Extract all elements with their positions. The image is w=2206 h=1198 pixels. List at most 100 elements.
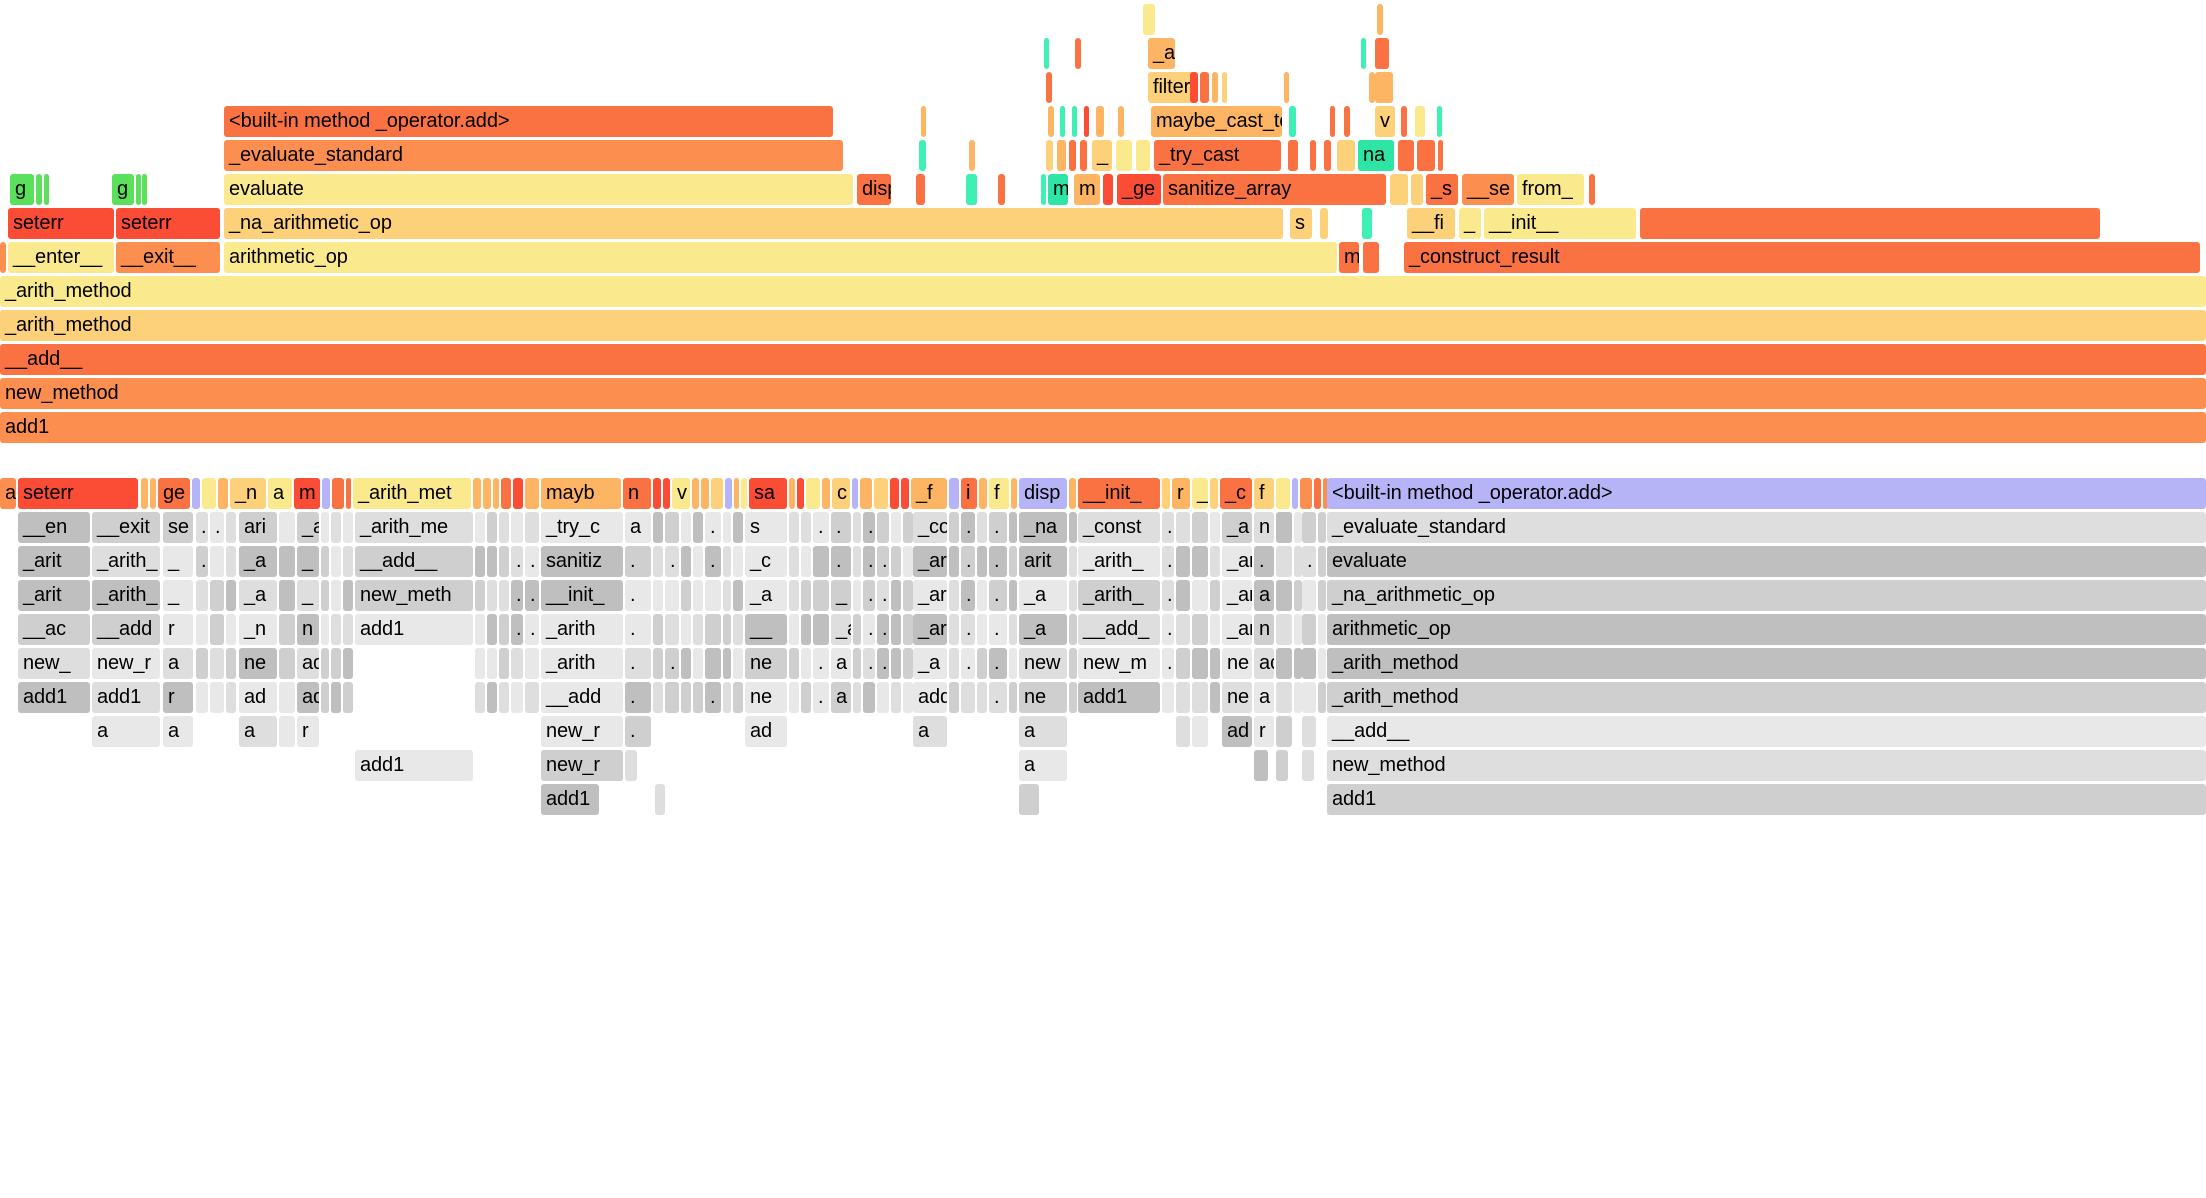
- inverted-frame[interactable]: a: [913, 716, 947, 747]
- flame-frame[interactable]: [1320, 208, 1328, 239]
- inverted-frame-[interactable]: _: [1192, 478, 1208, 509]
- flame-frame-init[interactable]: __init__: [1484, 208, 1636, 239]
- inverted-frame[interactable]: .: [863, 648, 875, 679]
- flame-frame[interactable]: [916, 174, 925, 205]
- inverted-frame[interactable]: [653, 682, 663, 713]
- inverted-frame[interactable]: [1294, 648, 1302, 679]
- inverted-frame[interactable]: [693, 614, 703, 645]
- inverted-frame[interactable]: [475, 682, 485, 713]
- inverted-frame[interactable]: new_m: [1078, 648, 1160, 679]
- inverted-frame[interactable]: [1009, 682, 1017, 713]
- flame-frame-m[interactable]: m: [1074, 174, 1100, 205]
- inverted-frame[interactable]: [692, 478, 699, 509]
- inverted-frame[interactable]: .: [1162, 512, 1174, 543]
- inverted-frame[interactable]: _arith_: [92, 580, 160, 611]
- inverted-frame[interactable]: a: [163, 716, 193, 747]
- inverted-frame[interactable]: .: [1162, 546, 1174, 577]
- inverted-frame[interactable]: [625, 750, 637, 781]
- inverted-frame-[interactable]: [1300, 478, 1312, 509]
- flame-frame[interactable]: [1361, 38, 1366, 69]
- flame-frame-seterr[interactable]: seterr: [116, 208, 220, 239]
- inverted-frame-i[interactable]: i: [961, 478, 977, 509]
- flame-frame-[interactable]: _: [1092, 140, 1112, 171]
- inverted-frame[interactable]: .: [1162, 648, 1174, 679]
- inverted-frame[interactable]: [901, 478, 909, 509]
- inverted-frame-c[interactable]: c: [832, 478, 850, 509]
- inverted-frame[interactable]: [813, 614, 829, 645]
- inverted-frame-add1[interactable]: add1: [1327, 784, 2206, 815]
- inverted-frame[interactable]: [741, 478, 747, 509]
- inverted-frame[interactable]: .: [961, 648, 975, 679]
- inverted-frame[interactable]: [279, 648, 295, 679]
- inverted-frame[interactable]: [725, 478, 732, 509]
- inverted-frame[interactable]: .: [961, 580, 975, 611]
- inverted-frame[interactable]: [493, 478, 499, 509]
- inverted-frame[interactable]: [822, 478, 830, 509]
- inverted-frame[interactable]: [853, 614, 861, 645]
- inverted-frame-m[interactable]: m: [294, 478, 320, 509]
- inverted-frame[interactable]: ad: [239, 682, 277, 713]
- inverted-frame[interactable]: [949, 512, 959, 543]
- inverted-frame[interactable]: _arith_: [92, 546, 160, 577]
- flame-frame-v[interactable]: v: [1375, 106, 1395, 137]
- inverted-frame[interactable]: __en: [18, 512, 90, 543]
- flame-frame-try-cast[interactable]: _try_cast: [1154, 140, 1281, 171]
- inverted-frame[interactable]: _: [297, 580, 319, 611]
- inverted-frame[interactable]: [210, 580, 224, 611]
- inverted-frame[interactable]: new_r: [541, 716, 623, 747]
- inverted-frame[interactable]: new_meth: [355, 580, 473, 611]
- inverted-frame[interactable]: [1323, 478, 1328, 509]
- inverted-frame[interactable]: .: [831, 546, 851, 577]
- inverted-frame[interactable]: [279, 512, 295, 543]
- inverted-frame[interactable]: [681, 614, 691, 645]
- inverted-frame[interactable]: [1314, 478, 1321, 509]
- inverted-frame[interactable]: [1210, 648, 1220, 679]
- inverted-frame[interactable]: [475, 614, 485, 645]
- inverted-frame[interactable]: [1009, 614, 1017, 645]
- inverted-frame[interactable]: ne: [1019, 682, 1067, 713]
- inverted-frame[interactable]: [1294, 580, 1302, 611]
- inverted-frame[interactable]: [1302, 614, 1316, 645]
- inverted-frame[interactable]: [1292, 478, 1298, 509]
- flame-frame[interactable]: [1288, 140, 1298, 171]
- inverted-frame-[interactable]: [332, 478, 344, 509]
- inverted-frame-arithmetic-op[interactable]: arithmetic_op: [1327, 614, 2206, 645]
- inverted-frame[interactable]: ne: [1222, 682, 1252, 713]
- inverted-frame[interactable]: ad: [1222, 716, 1252, 747]
- inverted-frame-[interactable]: [949, 478, 959, 509]
- flame-frame-s[interactable]: s: [1290, 208, 1312, 239]
- inverted-frame[interactable]: a: [1254, 682, 1274, 713]
- inverted-frame[interactable]: __add__: [355, 546, 473, 577]
- inverted-frame[interactable]: [903, 546, 913, 577]
- inverted-frame[interactable]: [801, 512, 811, 543]
- flame-frame-[interactable]: _: [1459, 208, 1481, 239]
- inverted-frame[interactable]: _: [163, 580, 193, 611]
- inverted-frame[interactable]: [343, 580, 353, 611]
- inverted-frame[interactable]: [1176, 580, 1190, 611]
- inverted-frame[interactable]: [331, 648, 341, 679]
- flame-frame-a[interactable]: _a: [1148, 38, 1175, 69]
- inverted-frame[interactable]: [1069, 546, 1077, 577]
- inverted-frame[interactable]: [1254, 750, 1268, 781]
- flame-frame[interactable]: [1369, 72, 1375, 103]
- flame-frame-add1[interactable]: add1: [0, 412, 2206, 443]
- inverted-frame[interactable]: [475, 512, 485, 543]
- inverted-frame[interactable]: n: [1254, 614, 1274, 645]
- inverted-frame[interactable]: [853, 682, 861, 713]
- inverted-frame[interactable]: [321, 580, 329, 611]
- inverted-frame-init[interactable]: __init_: [1078, 478, 1160, 509]
- flame-frame[interactable]: [1362, 208, 1372, 239]
- inverted-frame[interactable]: [877, 682, 889, 713]
- inverted-frame[interactable]: [196, 648, 208, 679]
- inverted-frame[interactable]: _a: [1222, 512, 1252, 543]
- inverted-frame[interactable]: [789, 648, 799, 679]
- inverted-frame[interactable]: _ar: [913, 580, 947, 611]
- inverted-frame[interactable]: [1210, 478, 1218, 509]
- inverted-frame[interactable]: [1210, 614, 1220, 645]
- flame-frame-[interactable]: [1411, 174, 1423, 205]
- flame-frame[interactable]: [1084, 106, 1089, 137]
- inverted-frame[interactable]: [525, 512, 539, 543]
- inverted-frame[interactable]: [903, 580, 913, 611]
- flame-frame[interactable]: [1438, 140, 1443, 171]
- inverted-frame[interactable]: .: [625, 546, 651, 577]
